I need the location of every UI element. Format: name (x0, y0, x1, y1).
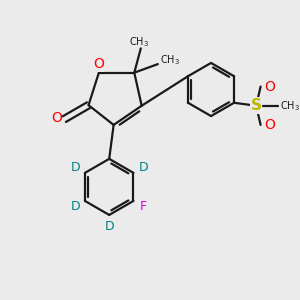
Text: O: O (93, 57, 104, 71)
Text: D: D (70, 161, 80, 174)
Text: D: D (70, 200, 80, 213)
Text: D: D (138, 161, 148, 174)
Text: O: O (264, 118, 275, 132)
Text: CH$_3$: CH$_3$ (280, 99, 299, 112)
Text: CH$_3$: CH$_3$ (160, 54, 180, 68)
Text: O: O (51, 111, 62, 125)
Text: D: D (104, 220, 114, 232)
Text: F: F (140, 200, 147, 213)
Text: CH$_3$: CH$_3$ (129, 35, 149, 49)
Text: O: O (264, 80, 275, 94)
Text: S: S (251, 98, 262, 113)
